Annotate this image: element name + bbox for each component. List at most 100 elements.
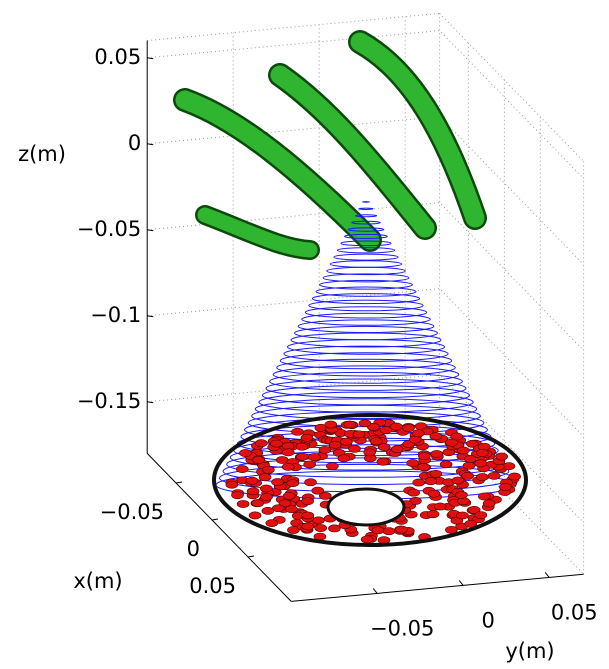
x-axis-label: x(m) [73, 569, 122, 593]
cone-ring [362, 202, 369, 203]
element-dot [292, 428, 304, 435]
element-dot [408, 489, 420, 496]
element-dot [418, 453, 430, 460]
element-dot [427, 511, 439, 518]
element-dot [372, 527, 384, 534]
z-tick [147, 316, 153, 317]
element-dot [302, 498, 314, 505]
element-dot [413, 479, 425, 486]
element-dot [364, 449, 376, 456]
element-dot [390, 423, 402, 430]
element-dot [475, 511, 487, 518]
element-dot [237, 500, 249, 507]
element-dot [434, 503, 446, 510]
element-dot [287, 480, 299, 487]
element-dot [478, 443, 490, 450]
element-dot [418, 463, 430, 470]
element-dot [370, 438, 382, 445]
element-dot [239, 449, 251, 456]
element-dot [430, 433, 442, 440]
cone-ring [312, 294, 419, 304]
element-dot [247, 488, 259, 495]
x-tick [176, 482, 182, 483]
element-dot [445, 526, 457, 533]
element-dot [457, 447, 469, 454]
element-dot [344, 421, 356, 428]
element-dot [253, 456, 265, 463]
cone-ring [334, 254, 398, 260]
element-dot [412, 430, 424, 437]
element-dot [319, 446, 331, 453]
element-dot [262, 466, 274, 473]
element-dot [377, 458, 389, 465]
z-tick-label: −0.15 [77, 389, 141, 413]
element-dot [260, 485, 272, 492]
element-dot [503, 463, 515, 470]
element-dot [478, 493, 490, 500]
box-edge [147, 13, 439, 40]
dish-hole [328, 489, 404, 525]
element-dot [361, 536, 373, 543]
element-dot [301, 434, 313, 441]
y-tick [545, 572, 549, 577]
y-tick-label: 0.05 [551, 600, 598, 624]
element-dot [329, 441, 341, 448]
cone-ring [330, 261, 401, 268]
element-dot [326, 463, 338, 470]
z-tick-label: 0 [128, 131, 141, 155]
y-tick-label: 0 [482, 608, 495, 632]
element-dot [499, 483, 511, 490]
cone-ring [309, 300, 423, 311]
element-dot [302, 523, 314, 530]
element-dot [272, 478, 284, 485]
z-tick [147, 144, 153, 145]
element-dot [425, 478, 437, 485]
element-dot [305, 479, 317, 486]
element-dot [276, 456, 288, 463]
cone-ring [302, 313, 431, 325]
element-dot [496, 453, 508, 460]
element-dot [476, 449, 488, 456]
element-dot [271, 440, 283, 447]
element-dot [315, 524, 327, 531]
element-dot [314, 533, 326, 540]
x-tick-label: 0 [187, 537, 200, 561]
x-tick [212, 519, 218, 520]
element-dot [452, 477, 464, 484]
y-tick [373, 588, 377, 593]
element-dot [428, 490, 440, 497]
element-dot [378, 443, 390, 450]
element-dot [475, 460, 487, 467]
z-tick-label: −0.1 [90, 303, 141, 327]
element-dot [456, 512, 468, 519]
element-dot [353, 431, 365, 438]
element-dot [252, 500, 264, 507]
y-tick-label: −0.05 [370, 616, 434, 640]
chart: 0.050−0.05−0.1−0.15−0.0500.05−0.0500.05 … [0, 0, 609, 669]
z-tick-label: −0.05 [77, 217, 141, 241]
element-dot [464, 455, 476, 462]
x-tick-label: 0.05 [189, 574, 236, 598]
element-dot [304, 461, 316, 468]
element-dot [396, 526, 408, 533]
element-dot [328, 525, 340, 532]
element-dot [403, 424, 415, 431]
y-axis [291, 574, 583, 601]
element-dot [282, 449, 294, 456]
tubes [185, 42, 475, 250]
element-dot [231, 492, 243, 499]
element-dot [380, 426, 392, 433]
element-dot [391, 446, 403, 453]
element-dot [259, 474, 271, 481]
y-tick [459, 580, 463, 585]
x-tick [248, 556, 254, 557]
element-dot [283, 492, 295, 499]
element-dot [236, 465, 248, 472]
element-dot [312, 487, 324, 494]
element-dot [312, 517, 324, 524]
element-dot [462, 472, 474, 479]
element-dot [340, 438, 352, 445]
element-dot [455, 491, 467, 498]
element-dot [476, 473, 488, 480]
element-dot [285, 506, 297, 513]
